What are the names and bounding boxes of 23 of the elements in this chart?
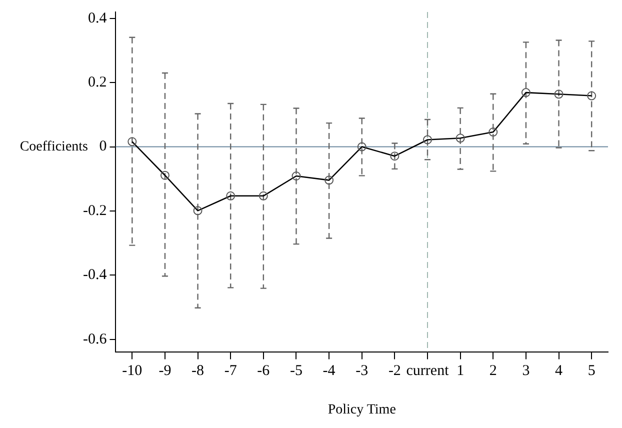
x-tick-label: -8 — [192, 363, 204, 380]
y-tick-label: 0.4 — [88, 10, 108, 26]
x-axis-title: Policy Time — [328, 402, 396, 418]
x-tick-label: -10 — [122, 363, 142, 380]
x-tick-label: -2 — [388, 363, 401, 380]
x-tick-label: -5 — [290, 363, 302, 380]
y-tick-label: 0 — [99, 138, 107, 155]
x-tick-label: 5 — [588, 363, 596, 380]
y-tick-label: 0.2 — [88, 74, 107, 91]
x-tick-label: 3 — [522, 363, 530, 380]
x-tick-label: -6 — [257, 363, 270, 380]
x-tick-label: -3 — [356, 363, 368, 380]
x-tick-label: -7 — [224, 363, 238, 380]
y-tick-label: -0.4 — [82, 267, 108, 284]
x-tick-label: -4 — [322, 363, 336, 380]
x-tick-label: current — [406, 363, 450, 380]
x-tick-label: 2 — [489, 363, 497, 380]
x-tick-label: -9 — [158, 363, 172, 380]
y-tick-label: -0.6 — [82, 331, 108, 348]
x-tick-label: 1 — [456, 363, 464, 380]
y-tick-label: -0.2 — [82, 202, 107, 219]
y-axis-title: Coefficients — [20, 139, 88, 154]
x-tick-label: 4 — [555, 363, 564, 380]
